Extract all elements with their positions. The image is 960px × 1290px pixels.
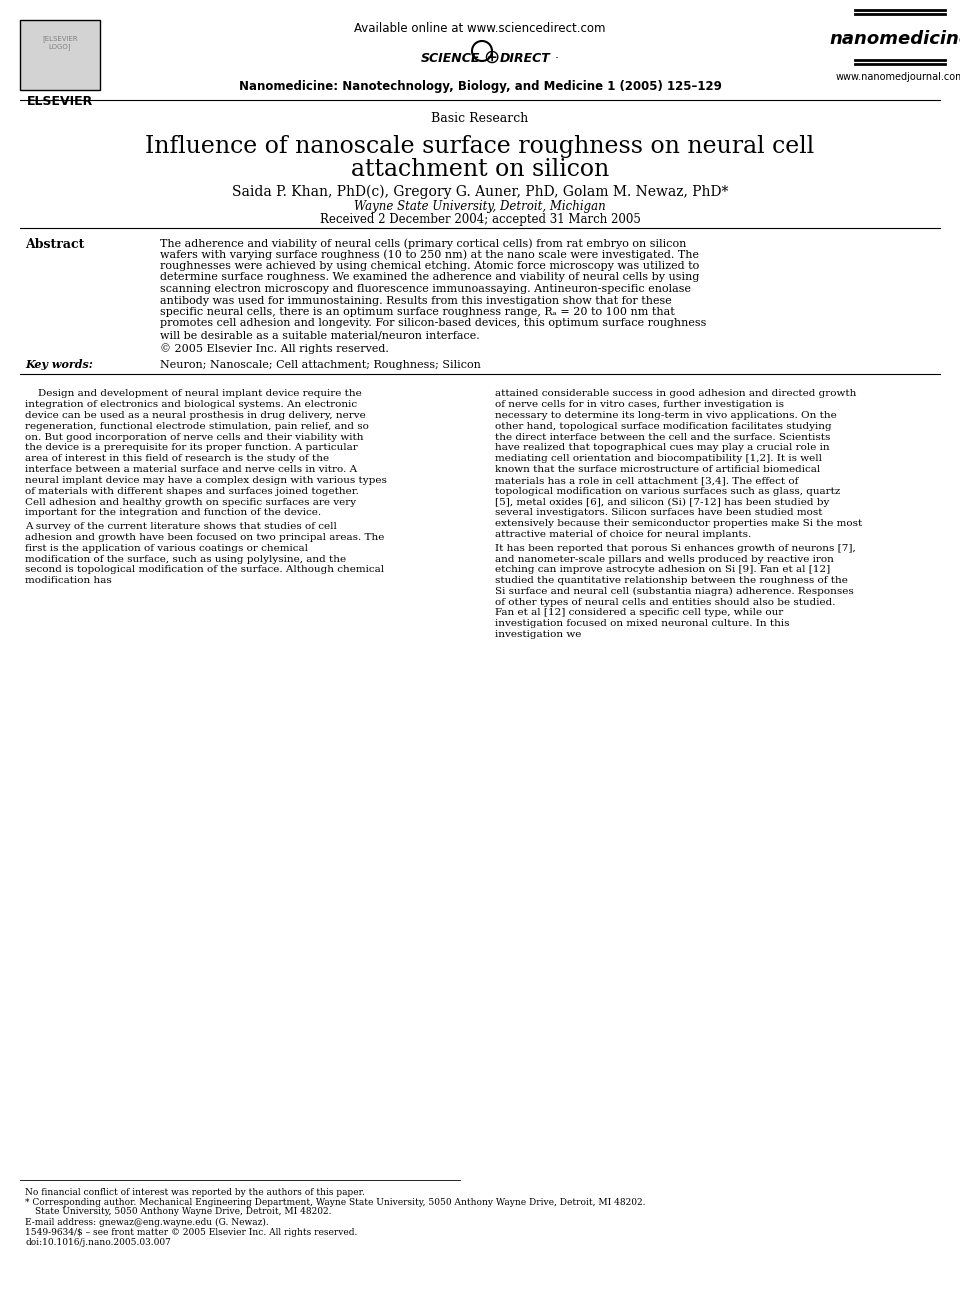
Text: of nerve cells for in vitro cases, further investigation is: of nerve cells for in vitro cases, furth…	[495, 400, 784, 409]
Text: necessary to determine its long-term in vivo applications. On the: necessary to determine its long-term in …	[495, 412, 837, 421]
Text: extensively because their semiconductor properties make Si the most: extensively because their semiconductor …	[495, 519, 862, 528]
Text: ⊕: ⊕	[483, 48, 499, 67]
Text: Key words:: Key words:	[25, 360, 93, 370]
Text: of other types of neural cells and entities should also be studied.: of other types of neural cells and entit…	[495, 597, 835, 606]
Text: [5], metal oxides [6], and silicon (Si) [7-12] has been studied by: [5], metal oxides [6], and silicon (Si) …	[495, 498, 829, 507]
Text: DIRECT: DIRECT	[500, 52, 551, 64]
Text: known that the surface microstructure of artificial biomedical: known that the surface microstructure of…	[495, 466, 820, 475]
Text: other hand, topological surface modification facilitates studying: other hand, topological surface modifica…	[495, 422, 831, 431]
Text: modification of the surface, such as using polylysine, and the: modification of the surface, such as usi…	[25, 555, 347, 564]
Text: specific neural cells, there is an optimum surface roughness range, Rₐ = 20 to 1: specific neural cells, there is an optim…	[160, 307, 675, 317]
Text: [ELSEVIER
LOGO]: [ELSEVIER LOGO]	[42, 35, 78, 49]
Text: State University, 5050 Anthony Wayne Drive, Detroit, MI 48202.: State University, 5050 Anthony Wayne Dri…	[35, 1207, 331, 1216]
Text: ·: ·	[555, 52, 559, 64]
Text: Basic Research: Basic Research	[431, 112, 529, 125]
Text: of materials with different shapes and surfaces joined together.: of materials with different shapes and s…	[25, 486, 359, 495]
Text: SCIENCE: SCIENCE	[420, 52, 480, 64]
Text: integration of electronics and biological systems. An electronic: integration of electronics and biologica…	[25, 400, 357, 409]
Text: roughnesses were achieved by using chemical etching. Atomic force microscopy was: roughnesses were achieved by using chemi…	[160, 261, 699, 271]
Text: Influence of nanoscale surface roughness on neural cell: Influence of nanoscale surface roughness…	[145, 135, 815, 157]
Text: The adherence and viability of neural cells (primary cortical cells) from rat em: The adherence and viability of neural ce…	[160, 237, 686, 249]
Text: important for the integration and function of the device.: important for the integration and functi…	[25, 508, 322, 517]
Text: area of interest in this field of research is the study of the: area of interest in this field of resear…	[25, 454, 329, 463]
Text: Received 2 December 2004; accepted 31 March 2005: Received 2 December 2004; accepted 31 Ma…	[320, 213, 640, 226]
Text: will be desirable as a suitable material/neuron interface.: will be desirable as a suitable material…	[160, 330, 480, 341]
Text: Nanomedicine: Nanotechnology, Biology, and Medicine 1 (2005) 125–129: Nanomedicine: Nanotechnology, Biology, a…	[239, 80, 721, 93]
Text: www.nanomedjournal.com: www.nanomedjournal.com	[835, 72, 960, 83]
Text: several investigators. Silicon surfaces have been studied most: several investigators. Silicon surfaces …	[495, 508, 823, 517]
Text: wafers with varying surface roughness (10 to 250 nm) at the nano scale were inve: wafers with varying surface roughness (1…	[160, 249, 699, 261]
Text: on. But good incorporation of nerve cells and their viability with: on. But good incorporation of nerve cell…	[25, 432, 364, 441]
Text: investigation focused on mixed neuronal culture. In this: investigation focused on mixed neuronal …	[495, 619, 789, 628]
Text: determine surface roughness. We examined the adherence and viability of neural c: determine surface roughness. We examined…	[160, 272, 700, 283]
Text: Fan et al [12] considered a specific cell type, while our: Fan et al [12] considered a specific cel…	[495, 609, 783, 618]
Text: antibody was used for immunostaining. Results from this investigation show that : antibody was used for immunostaining. Re…	[160, 295, 672, 306]
Text: A survey of the current literature shows that studies of cell: A survey of the current literature shows…	[25, 522, 337, 531]
Text: materials has a role in cell attachment [3,4]. The effect of: materials has a role in cell attachment …	[495, 476, 799, 485]
Text: have realized that topographical cues may play a crucial role in: have realized that topographical cues ma…	[495, 444, 829, 453]
Text: attachment on silicon: attachment on silicon	[350, 157, 610, 181]
Text: device can be used as a neural prosthesis in drug delivery, nerve: device can be used as a neural prosthesi…	[25, 412, 366, 421]
Text: Neuron; Nanoscale; Cell attachment; Roughness; Silicon: Neuron; Nanoscale; Cell attachment; Roug…	[160, 360, 481, 369]
FancyBboxPatch shape	[20, 21, 100, 90]
Text: scanning electron microscopy and fluorescence immunoassaying. Antineuron-specifi: scanning electron microscopy and fluores…	[160, 284, 691, 294]
Text: Abstract: Abstract	[25, 237, 84, 252]
Text: attractive material of choice for neural implants.: attractive material of choice for neural…	[495, 530, 752, 539]
Text: adhesion and growth have been focused on two principal areas. The: adhesion and growth have been focused on…	[25, 533, 384, 542]
Text: 1549-9634/$ – see front matter © 2005 Elsevier Inc. All rights reserved.: 1549-9634/$ – see front matter © 2005 El…	[25, 1228, 357, 1237]
Text: Wayne State University, Detroit, Michigan: Wayne State University, Detroit, Michiga…	[354, 200, 606, 213]
Text: topological modification on various surfaces such as glass, quartz: topological modification on various surf…	[495, 486, 840, 495]
Text: doi:10.1016/j.nano.2005.03.007: doi:10.1016/j.nano.2005.03.007	[25, 1238, 171, 1247]
Text: ELSEVIER: ELSEVIER	[27, 95, 93, 108]
Text: * Corresponding author. Mechanical Engineering Department, Wayne State Universit: * Corresponding author. Mechanical Engin…	[25, 1198, 645, 1207]
Text: mediating cell orientation and biocompatibility [1,2]. It is well: mediating cell orientation and biocompat…	[495, 454, 822, 463]
Text: It has been reported that porous Si enhances growth of neurons [7],: It has been reported that porous Si enha…	[495, 543, 855, 552]
Text: first is the application of various coatings or chemical: first is the application of various coat…	[25, 543, 308, 552]
Text: interface between a material surface and nerve cells in vitro. A: interface between a material surface and…	[25, 466, 357, 475]
Text: © 2005 Elsevier Inc. All rights reserved.: © 2005 Elsevier Inc. All rights reserved…	[160, 343, 389, 355]
Text: nanomedicine: nanomedicine	[828, 30, 960, 48]
Text: Si surface and neural cell (substantia niagra) adherence. Responses: Si surface and neural cell (substantia n…	[495, 587, 853, 596]
Text: studied the quantitative relationship between the roughness of the: studied the quantitative relationship be…	[495, 577, 848, 586]
Text: Cell adhesion and healthy growth on specific surfaces are very: Cell adhesion and healthy growth on spec…	[25, 498, 356, 507]
Text: and nanometer-scale pillars and wells produced by reactive iron: and nanometer-scale pillars and wells pr…	[495, 555, 834, 564]
Text: second is topological modification of the surface. Although chemical: second is topological modification of th…	[25, 565, 384, 574]
Text: neural implant device may have a complex design with various types: neural implant device may have a complex…	[25, 476, 387, 485]
Text: modification has: modification has	[25, 577, 111, 586]
Text: No financial conflict of interest was reported by the authors of this paper.: No financial conflict of interest was re…	[25, 1188, 365, 1197]
Text: promotes cell adhesion and longevity. For silicon-based devices, this optimum su: promotes cell adhesion and longevity. Fo…	[160, 319, 707, 329]
Text: regeneration, functional electrode stimulation, pain relief, and so: regeneration, functional electrode stimu…	[25, 422, 369, 431]
Text: E-mail address: gnewaz@eng.wayne.edu (G. Newaz).: E-mail address: gnewaz@eng.wayne.edu (G.…	[25, 1218, 269, 1227]
Text: the device is a prerequisite for its proper function. A particular: the device is a prerequisite for its pro…	[25, 444, 358, 453]
Text: investigation we: investigation we	[495, 630, 582, 639]
Text: etching can improve astrocyte adhesion on Si [9]. Fan et al [12]: etching can improve astrocyte adhesion o…	[495, 565, 830, 574]
Text: attained considerable success in good adhesion and directed growth: attained considerable success in good ad…	[495, 390, 856, 399]
Text: the direct interface between the cell and the surface. Scientists: the direct interface between the cell an…	[495, 432, 830, 441]
Text: Available online at www.sciencedirect.com: Available online at www.sciencedirect.co…	[354, 22, 606, 35]
Text: Saida P. Khan, PhD(c), Gregory G. Auner, PhD, Golam M. Newaz, PhD*: Saida P. Khan, PhD(c), Gregory G. Auner,…	[231, 184, 729, 200]
Text: Design and development of neural implant device require the: Design and development of neural implant…	[25, 390, 362, 399]
